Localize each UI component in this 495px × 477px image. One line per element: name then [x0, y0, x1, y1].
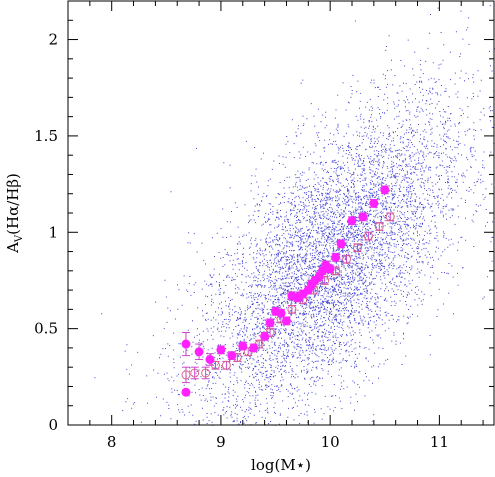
filled-point	[380, 185, 390, 195]
plot-frame	[67, 0, 495, 426]
open-point	[221, 360, 231, 370]
filled-point	[336, 239, 346, 249]
open-point	[190, 368, 200, 378]
x-tick-label: 11	[430, 433, 449, 451]
filled-circle-series	[181, 185, 390, 397]
y-tick-label: 2	[48, 31, 58, 49]
filled-point	[194, 347, 204, 357]
filled-point	[260, 331, 270, 341]
filled-point	[181, 387, 191, 397]
x-tick-label: 10	[321, 433, 340, 451]
filled-point	[331, 252, 341, 262]
x-axis-label: log(M⋆)	[251, 456, 311, 474]
filled-point	[227, 351, 237, 361]
y-tick-label: 0.5	[34, 320, 58, 338]
y-axis-label: AV(Hα/Hβ)	[4, 173, 25, 254]
scatter-cloud	[94, 5, 495, 426]
open-point	[352, 243, 362, 253]
filled-point	[205, 354, 215, 364]
filled-point	[276, 308, 286, 318]
open-point	[287, 304, 297, 314]
open-point	[374, 221, 384, 231]
open-point	[363, 231, 373, 241]
open-point	[181, 370, 191, 380]
filled-point	[238, 341, 248, 351]
filled-point	[181, 339, 191, 349]
filled-point	[281, 316, 291, 326]
filled-point	[325, 264, 335, 274]
y-tick-label: 1	[48, 223, 58, 241]
open-point	[201, 368, 211, 378]
filled-point	[358, 212, 368, 222]
filled-point	[249, 343, 259, 353]
x-tick-label: 9	[216, 433, 226, 451]
open-point	[342, 254, 352, 264]
axis-ticks	[67, 0, 494, 426]
open-point	[210, 360, 220, 370]
open-point	[385, 212, 395, 222]
y-tick-label: 0	[48, 416, 58, 434]
filled-point	[216, 345, 226, 355]
filled-point	[369, 198, 379, 208]
x-tick-label: 8	[107, 433, 117, 451]
filled-point	[265, 318, 275, 328]
filled-point	[347, 216, 357, 226]
cloud-points	[94, 5, 495, 426]
y-tick-label: 1.5	[34, 127, 58, 145]
tick-labels: 8 9 10 11 0 0.5 1 1.5 2	[34, 31, 449, 451]
